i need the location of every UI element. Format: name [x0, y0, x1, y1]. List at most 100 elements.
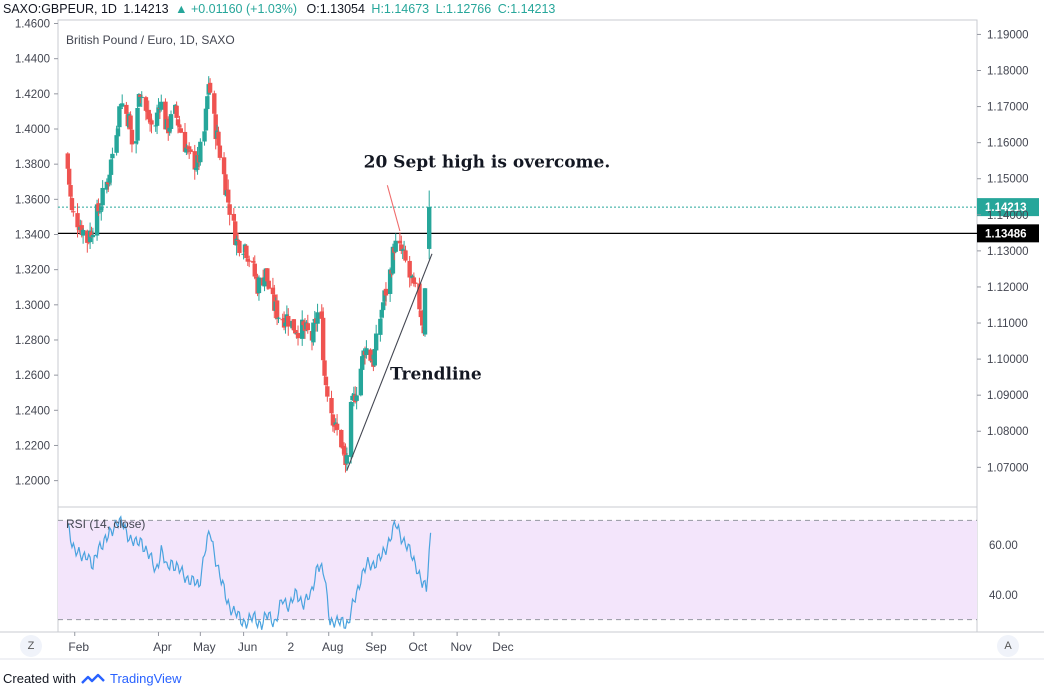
- right-axis-label: 1.09000: [987, 390, 1029, 402]
- candle-body: [305, 323, 310, 331]
- ohlc-high: H:1.14673: [371, 2, 430, 16]
- candle-body: [403, 250, 408, 261]
- candle-body: [245, 258, 250, 262]
- candle-body: [205, 96, 210, 110]
- candle-body: [397, 240, 403, 244]
- candle-body: [106, 182, 111, 185]
- candle-body: [226, 189, 231, 203]
- candle-body: [193, 167, 199, 171]
- candle-body: [97, 211, 103, 213]
- candle-body: [417, 283, 422, 310]
- candle-body: [182, 131, 188, 152]
- candle-body: [234, 238, 239, 246]
- candle-body: [68, 185, 73, 197]
- candle-body: [286, 316, 291, 327]
- candle-body: [295, 332, 301, 339]
- left-axis-label: 1.3200: [15, 265, 50, 277]
- left-axis-label: 1.3800: [15, 159, 50, 171]
- rsi-label: RSI (14, close): [66, 517, 146, 531]
- candle-body: [213, 114, 218, 140]
- candle-body: [174, 105, 179, 118]
- candle-body: [341, 445, 347, 454]
- candle-body: [418, 310, 424, 318]
- candle-body: [104, 181, 110, 190]
- candle-body: [207, 82, 213, 93]
- candle-body: [146, 109, 151, 120]
- candle-body: [390, 246, 396, 274]
- left-axis-label: 1.2800: [15, 335, 50, 347]
- candle-body: [387, 269, 393, 294]
- left-axis-label: 1.3400: [15, 229, 50, 241]
- candle-body: [368, 349, 373, 361]
- candle-body: [216, 131, 221, 146]
- time-axis-label: Oct: [409, 640, 428, 654]
- right-axis-label: 1.11000: [987, 318, 1028, 330]
- candle-body: [177, 125, 182, 128]
- candle-body: [85, 230, 90, 243]
- symbol-header: SAXO:GBPEUR, 1D 1.14213 ▲ +0.01160 (+1.0…: [3, 2, 558, 16]
- right-axis-label: 1.16000: [987, 138, 1029, 150]
- time-axis-label: Nov: [450, 640, 471, 654]
- candle-body: [339, 429, 344, 448]
- candle-body: [221, 157, 227, 175]
- candle-body: [301, 321, 306, 326]
- candle-body: [69, 198, 75, 211]
- candle-body: [115, 128, 121, 137]
- candle-body: [344, 455, 350, 464]
- time-axis-label: Dec: [492, 640, 513, 654]
- candle-body: [262, 277, 267, 287]
- candle-body: [253, 276, 259, 279]
- symbol-name[interactable]: SAXO:GBPEUR, 1D: [3, 2, 117, 16]
- candle-body: [143, 97, 149, 111]
- right-axis-label: 1.15000: [987, 174, 1029, 186]
- candle-body: [411, 277, 417, 284]
- candle-body: [233, 221, 238, 245]
- candle-body: [80, 229, 86, 236]
- ohlc-low: L:1.12766: [435, 2, 492, 16]
- time-axis-label: Feb: [68, 640, 89, 654]
- candle-body: [383, 288, 389, 296]
- candle-body: [334, 423, 340, 430]
- candle-body: [129, 129, 135, 145]
- candle-body: [329, 398, 334, 414]
- candle-body: [266, 280, 271, 289]
- candle-body: [237, 240, 242, 253]
- rsi-axis-label: 60.00: [989, 540, 1018, 552]
- candle-series[interactable]: [65, 76, 432, 473]
- candle-body: [399, 244, 404, 251]
- candle-body: [163, 101, 168, 130]
- candle-body: [94, 204, 100, 236]
- candle-body: [319, 311, 324, 319]
- candle-body: [139, 96, 144, 98]
- left-axis-label: 1.4000: [15, 124, 50, 136]
- candle-body: [256, 277, 262, 294]
- rsi-line: [67, 515, 432, 630]
- rsi-pane: [58, 515, 977, 630]
- candle-body: [223, 174, 228, 195]
- candle-body: [227, 204, 232, 215]
- left-axis-label: 1.3600: [15, 194, 50, 206]
- candle-body: [178, 128, 184, 133]
- timezone-button[interactable]: Z: [20, 635, 42, 657]
- candle-body: [117, 106, 122, 128]
- candle-body: [168, 114, 174, 129]
- chart-frame: [0, 19, 1044, 660]
- auto-scale-button[interactable]: A: [997, 635, 1019, 657]
- tradingview-link[interactable]: TradingView: [109, 671, 182, 686]
- right-axis-label: 1.14000: [987, 210, 1029, 222]
- price-level-label: 1.14213: [985, 202, 1027, 214]
- candle-body: [184, 147, 189, 153]
- annotation-high-overcome: 20 Sept high is overcome.: [364, 153, 611, 173]
- candle-body: [188, 149, 193, 152]
- right-axis-label: 1.12000: [987, 282, 1029, 294]
- candle-body: [135, 108, 140, 141]
- candle-body: [320, 317, 326, 361]
- candle-body: [246, 260, 252, 262]
- candle-body: [378, 318, 383, 335]
- right-axis-label: 1.13000: [987, 246, 1029, 258]
- candle-body: [166, 118, 171, 134]
- candle-body: [420, 316, 425, 326]
- candle-body: [300, 319, 305, 339]
- candle-body: [212, 93, 217, 114]
